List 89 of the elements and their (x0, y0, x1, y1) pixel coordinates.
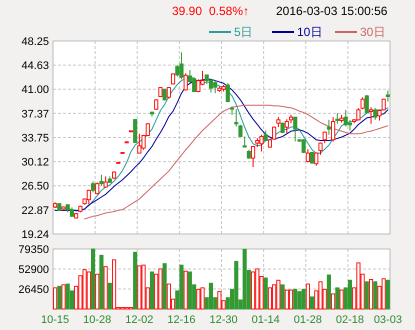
candlestick (326, 119, 331, 136)
y-tick-label: 33.75 (21, 132, 49, 144)
y-tick-label: 19.24 (21, 229, 49, 241)
legend-label: 5日 (234, 25, 253, 39)
legend-label: 10日 (297, 25, 322, 39)
candlestick (154, 98, 158, 110)
bar (326, 274, 331, 310)
x-tick-label: 01-28 (294, 314, 322, 326)
bar (208, 282, 214, 310)
y-tick-label: 26.50 (21, 180, 49, 193)
bar (179, 264, 184, 310)
bar (242, 248, 247, 310)
bar (335, 287, 340, 310)
candlestick (306, 148, 310, 163)
candlestick (90, 180, 96, 193)
candlestick (335, 112, 340, 124)
candlestick (133, 119, 138, 144)
text: 39.90 (172, 4, 202, 18)
y-tick-label: 37.37 (21, 108, 49, 120)
y-tick-label: 22.87 (21, 204, 49, 217)
bar (264, 278, 268, 310)
candlestick (95, 182, 100, 195)
y-tick-label: 26450 (18, 284, 49, 296)
candlestick (226, 82, 230, 103)
candlestick (208, 78, 214, 94)
bar (373, 281, 378, 310)
candlestick (360, 96, 365, 110)
candlestick (184, 72, 188, 92)
y-tick-label: 79350 (18, 244, 49, 256)
x-tick-label: 02-18 (336, 314, 364, 326)
candlestick (166, 86, 171, 100)
bar (310, 296, 314, 310)
legend-label: 30日 (360, 25, 386, 39)
text: 0.58%↑ (209, 4, 250, 18)
bar (234, 260, 238, 310)
candlestick (331, 116, 336, 142)
candlestick (175, 64, 180, 78)
x-tick-label: 12-30 (210, 314, 238, 326)
bar (302, 288, 306, 310)
candlestick (213, 80, 218, 94)
text: 2016-03-03 15:00:56 (276, 4, 388, 18)
bar (66, 284, 70, 310)
candlestick (259, 134, 264, 152)
bar (90, 248, 96, 310)
bar (162, 263, 167, 310)
x-tick-label: 10-28 (83, 314, 112, 326)
x-tick-label: 01-14 (252, 314, 280, 326)
candlestick (373, 108, 378, 120)
candlestick (368, 106, 374, 124)
candlestick (137, 133, 142, 154)
candlestick (276, 116, 280, 128)
candlestick (348, 119, 352, 131)
y-tick-label: 44.63 (21, 60, 49, 72)
bar (57, 286, 62, 310)
y-tick-label: 41.00 (21, 84, 49, 96)
candlestick (70, 206, 74, 218)
x-tick-label: 10-15 (41, 314, 70, 326)
bar (297, 291, 302, 310)
x-tick-label: 12-02 (125, 314, 154, 326)
candlestick (284, 118, 289, 134)
candlestick (386, 90, 390, 102)
candlestick (99, 174, 104, 186)
candlestick (364, 94, 369, 114)
bar (293, 288, 298, 310)
y-tick-label: 48.25 (21, 36, 49, 48)
candlestick (86, 189, 91, 204)
bar (99, 254, 104, 310)
bar (280, 284, 285, 310)
candlestick (264, 130, 268, 142)
candlestick (314, 152, 318, 166)
candlestick (179, 52, 184, 80)
line-series (84, 104, 388, 220)
bar (133, 252, 138, 310)
candlestick (158, 86, 162, 98)
y-tick-label: 52900 (18, 264, 49, 276)
y-tick-label: 30.12 (21, 156, 49, 169)
candlestick (251, 145, 256, 168)
x-tick-label: 12-16 (167, 314, 196, 326)
candlestick (234, 108, 238, 127)
bar (150, 272, 154, 310)
x-tick-label: 03-03 (374, 314, 402, 326)
bar (108, 282, 112, 310)
bar (386, 280, 390, 310)
bar (364, 281, 369, 310)
bar (188, 272, 192, 310)
candlestick (293, 116, 298, 142)
bar (348, 280, 352, 310)
candlestick (302, 138, 306, 154)
candlestick (344, 109, 348, 127)
